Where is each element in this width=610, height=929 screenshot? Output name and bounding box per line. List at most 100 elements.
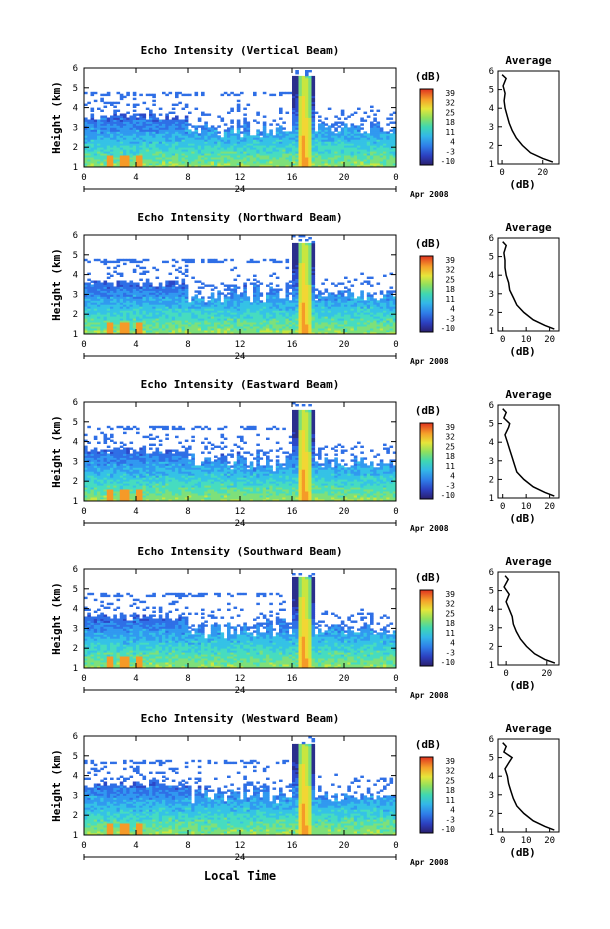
heat-cell xyxy=(175,332,179,335)
heat-cell xyxy=(305,145,309,148)
heat-cell xyxy=(116,292,121,295)
heat-cell xyxy=(119,320,124,323)
heat-cell xyxy=(123,308,127,311)
heat-cell xyxy=(285,143,290,146)
heat-cell xyxy=(301,260,306,264)
heat-cell xyxy=(269,310,273,313)
heat-cell xyxy=(230,109,234,112)
heat-cell xyxy=(149,137,153,140)
heat-cell xyxy=(373,326,377,329)
heat-cell xyxy=(191,318,195,321)
heat-cell xyxy=(223,324,228,327)
heat-cell xyxy=(152,322,156,325)
heat-cell xyxy=(360,294,364,297)
heat-cell xyxy=(301,95,306,99)
heat-cell xyxy=(327,322,332,325)
heat-cell xyxy=(340,111,345,114)
heat-cell xyxy=(366,298,371,301)
heat-cell xyxy=(106,316,111,319)
heat-cell xyxy=(123,159,127,162)
heat-cell xyxy=(266,328,270,331)
heat-cell xyxy=(275,292,280,295)
heat-cell xyxy=(175,296,179,299)
heat-cell xyxy=(386,135,390,138)
heat-cell xyxy=(246,135,251,138)
heat-cell xyxy=(84,139,88,142)
heat-cell xyxy=(292,149,296,152)
heat-cell xyxy=(256,298,260,301)
heat-cell xyxy=(249,153,254,156)
heat-cell xyxy=(334,133,338,136)
heat-cell xyxy=(171,121,176,124)
heat-cell xyxy=(230,137,234,140)
heat-cell xyxy=(129,151,134,154)
heat-cell xyxy=(269,304,273,307)
heat-cell xyxy=(145,129,150,132)
heat-cell xyxy=(256,322,260,325)
heat-cell xyxy=(350,296,355,299)
heat-cell xyxy=(311,123,316,126)
heat-cell xyxy=(253,135,257,138)
heat-cell xyxy=(318,157,322,160)
heat-cell xyxy=(321,282,325,285)
heat-cell xyxy=(142,316,147,319)
heat-cell xyxy=(87,326,91,329)
heat-cell xyxy=(295,105,299,108)
heat-cell xyxy=(292,310,296,313)
heat-cell xyxy=(331,137,335,140)
heat-cell xyxy=(145,284,150,287)
heat-cell xyxy=(201,324,205,327)
heat-cell xyxy=(327,165,332,168)
heat-cell xyxy=(353,149,358,152)
heat-cell xyxy=(298,121,303,124)
panel-title: Echo Intensity (Northward Beam) xyxy=(137,211,342,224)
heat-cell xyxy=(253,330,257,333)
heat-cell xyxy=(136,119,140,122)
heat-cell xyxy=(191,135,195,138)
heat-cell xyxy=(217,292,221,295)
heat-cell xyxy=(87,127,91,130)
heat-cell xyxy=(292,264,296,268)
heat-cell xyxy=(139,93,143,97)
heat-cell xyxy=(376,330,381,333)
heat-cell xyxy=(152,296,156,299)
heat-cell xyxy=(103,280,108,283)
heat-cell xyxy=(246,302,251,305)
heat-cell xyxy=(207,260,212,264)
heat-cell xyxy=(171,306,176,309)
heat-cell xyxy=(103,145,108,148)
heat-cell xyxy=(253,155,257,158)
heat-cell xyxy=(256,155,260,158)
heat-cell xyxy=(162,288,166,291)
heat-cell xyxy=(272,119,277,122)
heat-cell xyxy=(370,165,374,168)
heat-cell xyxy=(87,119,91,122)
heat-cell xyxy=(149,320,153,323)
heat-cell xyxy=(305,87,309,91)
heat-cell xyxy=(327,159,332,162)
heat-cell xyxy=(171,137,176,140)
heat-cell xyxy=(383,161,387,164)
heat-cell xyxy=(191,300,195,303)
heat-cell xyxy=(204,318,208,321)
heat-cell xyxy=(220,316,225,319)
heat-cell xyxy=(191,298,195,301)
heat-cell xyxy=(113,113,117,116)
heat-cell xyxy=(158,312,163,315)
heat-cell xyxy=(165,141,169,144)
heat-cell xyxy=(318,127,322,130)
heat-cell xyxy=(292,75,296,79)
heat-cell xyxy=(142,302,147,305)
heat-cell xyxy=(379,332,384,335)
heat-cell xyxy=(184,306,189,309)
heat-cell xyxy=(100,288,104,291)
heat-cell xyxy=(308,286,312,289)
heat-cell xyxy=(305,272,309,275)
heat-cell xyxy=(272,322,277,325)
heat-cell xyxy=(184,270,189,273)
heat-cell xyxy=(337,135,342,138)
heat-cell xyxy=(308,129,312,132)
heat-cell xyxy=(191,310,195,313)
heat-cell xyxy=(152,312,156,315)
heat-cell xyxy=(295,330,299,333)
